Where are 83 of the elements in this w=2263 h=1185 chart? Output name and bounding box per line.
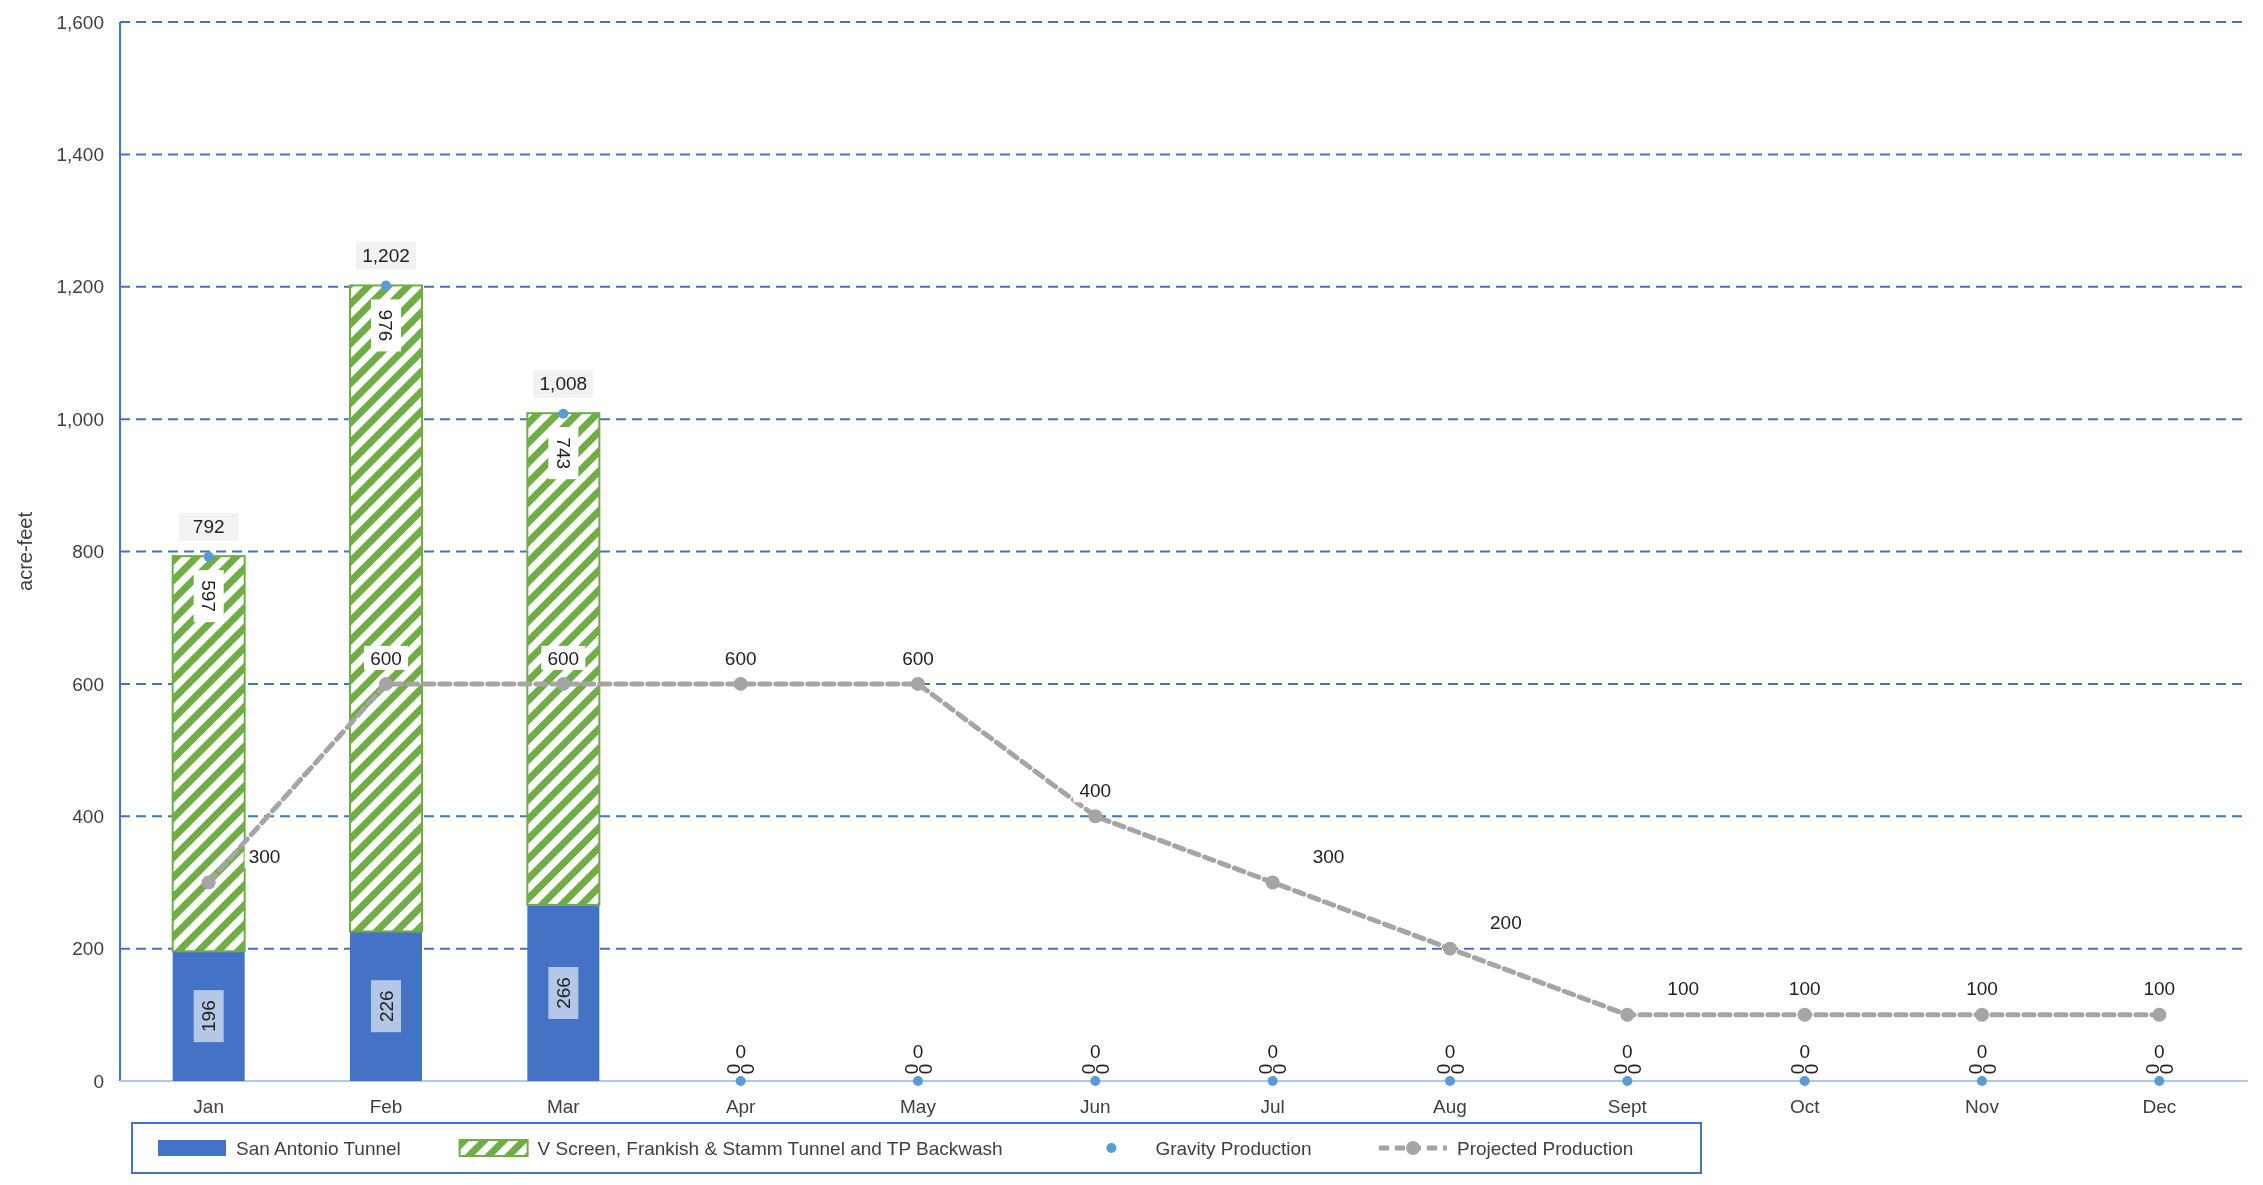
y-tick-label: 1,200: [56, 276, 104, 298]
y-tick-label: 600: [72, 673, 104, 695]
point: [556, 676, 571, 691]
data-label: 0: [1267, 1040, 1278, 1062]
bar: [171, 555, 246, 953]
data-label: 600: [902, 647, 934, 669]
point: [1267, 1076, 1278, 1086]
data-label: 266: [552, 977, 574, 1009]
data-label: 0: [1976, 1040, 1988, 1062]
data-label: 0: [1622, 1040, 1633, 1062]
x-tick-label: Jan: [193, 1096, 224, 1117]
data-label: 1,008: [539, 373, 588, 395]
y-tick-label: 400: [72, 805, 104, 827]
bar: [526, 412, 601, 906]
data-label: 200: [1490, 912, 1522, 934]
data-label: 300: [1312, 846, 1345, 868]
x-tick-label: Dec: [2142, 1096, 2177, 1117]
data-label: 976: [375, 309, 397, 342]
data-label: 400: [1079, 779, 1112, 801]
point: [1975, 1007, 1989, 1022]
point: [1090, 1076, 1101, 1086]
point: [1620, 1007, 1635, 1022]
point: [1799, 1076, 1810, 1086]
data-label: 600: [724, 647, 757, 669]
point: [1443, 941, 1457, 956]
legend-label: Gravity Production: [1155, 1137, 1312, 1159]
point: [379, 676, 393, 691]
point: [2152, 1007, 2167, 1022]
data-label: 597: [198, 580, 220, 612]
point: [1088, 809, 1103, 824]
data-label: 300: [248, 846, 281, 868]
y-tick-label: 1,000: [56, 408, 104, 430]
legend-label: V Screen, Frankish & Stamm Tunnel and TP Backwash: [537, 1137, 1003, 1159]
y-tick-label: 0: [93, 1070, 104, 1092]
point: [913, 1076, 923, 1086]
y-tick-label: 200: [72, 938, 104, 960]
x-tick-label: Aug: [1433, 1096, 1467, 1117]
point: [1977, 1076, 1987, 1086]
legend-label: Projected Production: [1457, 1137, 1634, 1159]
x-tick-label: Jul: [1260, 1096, 1285, 1117]
x-tick-label: Feb: [369, 1096, 403, 1117]
x-tick-label: Apr: [725, 1096, 757, 1117]
point: [733, 676, 748, 691]
data-label: 1,202: [362, 245, 410, 267]
point: [1265, 875, 1280, 890]
x-tick-label: Sept: [1607, 1096, 1648, 1117]
legend-label: San Antonio Tunnel: [236, 1137, 401, 1159]
point: [2154, 1076, 2165, 1086]
point: [1622, 1076, 1633, 1086]
data-label: 600: [370, 647, 402, 669]
data-label: 0: [1090, 1040, 1101, 1062]
data-label: 0: [1444, 1040, 1456, 1062]
point: [1445, 1076, 1455, 1086]
y-tick-label: 1,400: [56, 144, 104, 166]
point: [1797, 1007, 1812, 1022]
bar: [349, 284, 423, 933]
data-label: 0: [1799, 1040, 1810, 1062]
data-label: 100: [1788, 978, 1821, 1000]
y-tick-label: 800: [72, 541, 104, 563]
y-tick-label: 1,600: [56, 11, 104, 33]
data-label: 100: [1966, 978, 1998, 1000]
data-label: 0: [912, 1040, 924, 1062]
point: [911, 676, 925, 691]
data-label: 0: [735, 1040, 746, 1062]
point: [558, 408, 569, 419]
data-label: 0: [2154, 1040, 2165, 1062]
x-tick-label: Mar: [546, 1096, 581, 1117]
data-label: 600: [547, 647, 580, 669]
point: [735, 1076, 746, 1086]
x-tick-label: Oct: [1789, 1096, 1821, 1117]
x-tick-label: May: [900, 1096, 937, 1117]
data-label: 226: [375, 990, 397, 1023]
data-label: 196: [198, 1000, 220, 1032]
y-axis-title: acre-feet: [14, 511, 36, 591]
point: [201, 875, 216, 890]
x-tick-label: Nov: [1965, 1096, 2000, 1117]
data-label: 100: [1667, 978, 1700, 1000]
point: [381, 280, 391, 291]
data-label: 743: [552, 437, 574, 470]
point: [203, 551, 214, 562]
data-label: 792: [192, 516, 225, 538]
data-label: 100: [2143, 978, 2176, 1000]
x-tick-label: Jun: [1080, 1096, 1111, 1117]
